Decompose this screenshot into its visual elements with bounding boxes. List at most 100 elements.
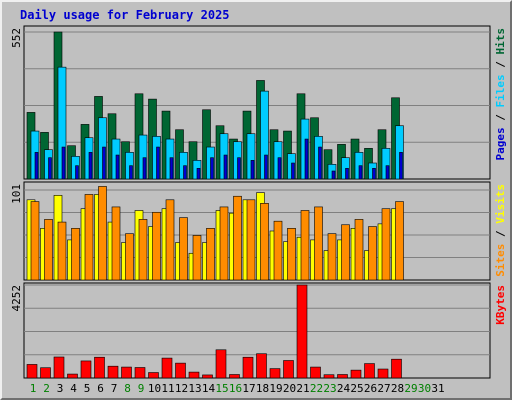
x-axis-day-label: 5 xyxy=(84,382,91,395)
bar-kbytes-day-8 xyxy=(121,366,132,379)
bar-pages-day-6 xyxy=(102,146,106,180)
x-axis-day-label: 30 xyxy=(418,382,431,395)
bar-kbytes-day-5 xyxy=(80,360,92,379)
bar-kbytes-day-7 xyxy=(107,365,119,379)
panel-1-series-label: Pages / Files / Hits xyxy=(494,28,507,161)
bar-pages-day-9 xyxy=(142,157,147,180)
bar-kbytes-day-4 xyxy=(67,373,78,379)
bar-sites-day-16 xyxy=(233,195,242,281)
x-axis-day-label: 25 xyxy=(350,382,363,395)
x-axis-day-label: 22 xyxy=(310,382,323,395)
x-axis-day-label: 28 xyxy=(391,382,404,395)
x-axis-day-label: 23 xyxy=(323,382,336,395)
x-axis-day-label: 4 xyxy=(70,382,77,395)
bar-sites-day-27 xyxy=(381,208,391,281)
bar-sites-day-18 xyxy=(260,203,269,281)
series-label-sites: Sites xyxy=(494,244,507,277)
bar-sites-day-28 xyxy=(395,201,404,281)
bar-pages-day-21 xyxy=(304,138,309,180)
x-axis-day-label: 10 xyxy=(148,382,161,395)
x-axis-day-label: 7 xyxy=(111,382,118,395)
bar-pages-day-18 xyxy=(264,154,268,180)
bar-kbytes-day-19 xyxy=(269,368,281,379)
bar-pages-day-12 xyxy=(183,165,187,180)
bar-sites-day-19 xyxy=(273,220,283,281)
bar-sites-day-7 xyxy=(111,206,121,281)
bar-sites-day-10 xyxy=(152,211,161,281)
bar-kbytes-day-12 xyxy=(175,362,186,379)
series-label-separator: / xyxy=(494,108,507,128)
bar-pages-day-14 xyxy=(210,157,214,180)
bar-kbytes-day-21 xyxy=(296,284,308,379)
x-axis-day-label: 9 xyxy=(138,382,145,395)
bar-sites-day-20 xyxy=(287,228,296,281)
bar-sites-day-24 xyxy=(341,224,350,281)
bar-kbytes-day-6 xyxy=(94,356,105,379)
bar-kbytes-day-28 xyxy=(391,358,402,379)
bar-kbytes-day-27 xyxy=(377,368,389,379)
x-axis-day-label: 6 xyxy=(97,382,104,395)
bar-sites-day-9 xyxy=(138,219,148,281)
bar-kbytes-day-9 xyxy=(134,367,146,379)
bar-pages-day-16 xyxy=(237,157,241,180)
bar-sites-day-3 xyxy=(57,221,67,281)
series-label-files: Files xyxy=(494,74,507,107)
bar-sites-day-22 xyxy=(314,206,323,281)
x-axis-day-label: 19 xyxy=(269,382,282,395)
bar-sites-day-21 xyxy=(300,210,310,281)
bar-sites-day-5 xyxy=(84,194,94,281)
x-axis-day-label: 24 xyxy=(337,382,351,395)
chart-title: Daily usage for February 2025 xyxy=(20,8,230,22)
x-axis-day-label: 29 xyxy=(404,382,417,395)
bar-pages-day-25 xyxy=(358,165,363,180)
bar-pages-day-13 xyxy=(196,168,201,180)
x-axis-day-label: 16 xyxy=(229,382,242,395)
bar-sites-day-14 xyxy=(206,228,215,281)
bar-kbytes-day-23 xyxy=(323,374,335,379)
bar-sites-day-17 xyxy=(246,199,256,281)
bar-pages-day-4 xyxy=(75,165,79,180)
bar-sites-day-25 xyxy=(354,219,364,281)
bar-kbytes-day-1 xyxy=(26,364,38,379)
bar-sites-day-2 xyxy=(44,219,53,281)
bar-sites-day-13 xyxy=(192,235,202,281)
x-axis-day-label: 8 xyxy=(124,382,131,395)
bar-kbytes-day-26 xyxy=(364,363,375,379)
x-axis-day-label: 14 xyxy=(202,382,216,395)
x-axis-day-label: 27 xyxy=(377,382,390,395)
bar-sites-day-23 xyxy=(327,233,337,281)
panel-1-ymax-label: 552 xyxy=(10,28,23,48)
x-axis-day-label: 2 xyxy=(43,382,50,395)
series-label-separator: / xyxy=(494,55,507,75)
x-axis-day-label: 12 xyxy=(175,382,188,395)
bar-kbytes-day-13 xyxy=(188,371,200,379)
bar-pages-day-1 xyxy=(34,152,39,180)
bar-kbytes-day-15 xyxy=(215,349,227,379)
bar-sites-day-12 xyxy=(179,217,188,281)
x-axis-day-label: 11 xyxy=(161,382,174,395)
bar-sites-day-1 xyxy=(30,201,40,281)
x-axis-day-label: 3 xyxy=(57,382,64,395)
bar-sites-day-8 xyxy=(125,233,134,281)
x-axis-day-label: 26 xyxy=(364,382,377,395)
bar-sites-day-11 xyxy=(165,199,175,281)
bar-pages-day-19 xyxy=(277,157,282,180)
bar-kbytes-day-3 xyxy=(53,356,65,379)
x-axis-day-label: 21 xyxy=(296,382,309,395)
series-label-visits: Visits xyxy=(494,184,507,224)
bar-sites-day-6 xyxy=(98,186,107,281)
bar-sites-day-26 xyxy=(368,226,377,281)
bar-pages-day-27 xyxy=(385,165,390,180)
series-label-pages: Pages xyxy=(494,127,507,160)
bar-sites-day-15 xyxy=(219,206,229,281)
bar-kbytes-day-20 xyxy=(283,360,294,379)
series-label-hits: Hits xyxy=(494,28,507,55)
bar-pages-day-24 xyxy=(345,168,349,180)
x-axis-day-label: 15 xyxy=(215,382,228,395)
x-axis-day-label: 17 xyxy=(242,382,255,395)
panel-3-ymax-label: 4252 xyxy=(10,285,23,312)
bar-pages-day-20 xyxy=(291,162,295,180)
bar-kbytes-day-17 xyxy=(242,356,254,379)
